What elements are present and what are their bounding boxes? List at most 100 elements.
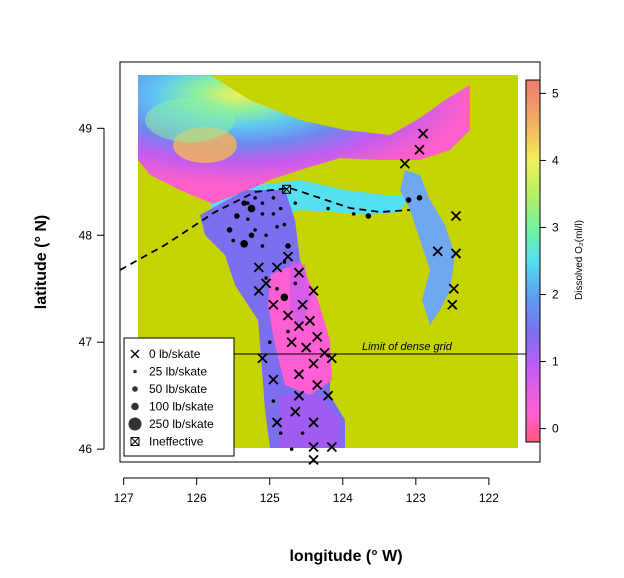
zero-catch-marker	[257, 353, 268, 364]
catch-dot-marker	[271, 196, 276, 200]
catch-dot-marker	[278, 206, 283, 211]
catch-dot-marker	[365, 213, 372, 219]
x-axis: 127 126 125 124 123 122	[114, 477, 499, 505]
catch-dot-marker	[226, 227, 233, 233]
catch-dot-marker	[289, 447, 294, 451]
catch-dot-marker	[248, 232, 255, 239]
zero-catch-marker	[308, 358, 319, 369]
legend-box	[123, 337, 235, 457]
colorbar-tick-label: 4	[552, 153, 559, 167]
zero-catch-marker	[282, 310, 294, 321]
zero-catch-marker	[282, 251, 294, 262]
zero-catch-marker	[271, 262, 283, 273]
low-oxygen-zone	[280, 395, 340, 448]
catch-dot-marker	[264, 233, 268, 238]
catch-dot-marker	[267, 340, 272, 345]
colorbar-tick-label: 5	[552, 86, 559, 100]
y-tick-label: 46	[79, 442, 93, 456]
colorbar-tick-label: 0	[552, 422, 559, 436]
legend-label: 0 lb/skate	[149, 347, 201, 361]
catch-dot-marker	[246, 217, 250, 222]
catch-dot-marker	[260, 212, 265, 216]
zero-catch-marker	[432, 246, 443, 257]
dense-grid-limit-label: Limit of dense grid	[362, 341, 453, 353]
zero-catch-marker	[414, 144, 425, 155]
catch-dot-marker	[247, 204, 256, 213]
catch-dot-marker	[293, 281, 298, 286]
legend-symbol	[130, 349, 140, 359]
legend-symbol	[128, 417, 142, 431]
catch-dot-marker	[286, 329, 290, 334]
colorbar-label: Dissolved O₂(ml/l)	[574, 220, 585, 300]
x-tick-label: 123	[406, 491, 426, 505]
catch-dot-marker	[234, 213, 240, 219]
catch-dot-marker	[246, 201, 250, 205]
zero-catch-marker	[417, 128, 429, 139]
zero-catch-marker	[312, 379, 323, 391]
catch-dot-marker	[416, 195, 423, 201]
zero-catch-marker	[293, 267, 305, 278]
x-tick-label: 127	[114, 491, 134, 505]
y-tick-label: 48	[79, 228, 93, 242]
catch-dot-marker	[326, 206, 330, 211]
legend-symbol	[133, 369, 137, 374]
zero-catch-marker	[319, 347, 330, 359]
catch-dot-marker	[241, 200, 247, 206]
catch-dot-marker	[240, 240, 248, 248]
x-tick-label: 126	[187, 491, 207, 505]
zero-catch-marker	[268, 374, 279, 385]
catch-dot-marker	[253, 196, 257, 200]
zero-catch-marker	[304, 315, 316, 326]
zero-catch-marker	[293, 369, 305, 380]
zero-catch-marker	[448, 283, 459, 294]
colorbar-gradient	[525, 79, 541, 443]
zero-catch-marker	[399, 158, 411, 169]
catch-dot-marker	[280, 293, 289, 302]
catch-dot-marker	[300, 431, 305, 435]
zero-catch-marker	[312, 331, 323, 343]
legend-label: 25 lb/skate	[149, 365, 207, 379]
x-axis-title: longitude (° W)	[289, 548, 402, 565]
zero-catch-marker	[308, 454, 319, 465]
oxygen-mid-zone	[145, 98, 235, 142]
zero-catch-marker	[268, 299, 279, 310]
ineffective-marker	[282, 184, 292, 194]
y-tick-label: 49	[79, 121, 93, 135]
zero-catch-marker	[326, 441, 337, 453]
catch-dot-marker	[285, 243, 291, 249]
catch-dot-marker	[278, 431, 283, 435]
legend-label: 100 lb/skate	[149, 400, 214, 414]
x-tick-label: 122	[479, 491, 499, 505]
zero-catch-marker	[308, 441, 319, 453]
catch-dot-marker	[275, 286, 279, 291]
zero-catch-marker	[286, 337, 297, 348]
colorbar: 0 1 2 3 4 5 Dissolved O₂(ml/l)	[525, 79, 585, 443]
x-tick-label: 125	[260, 491, 280, 505]
catch-dot-marker	[351, 212, 356, 216]
catch-dot-marker	[253, 228, 257, 232]
catch-dot-marker	[282, 222, 287, 227]
legend-symbol	[132, 386, 138, 392]
catch-dot-marker	[260, 201, 265, 205]
y-axis-title: latitude (° N)	[33, 215, 50, 309]
zero-catch-marker	[253, 285, 264, 297]
catch-dot-marker	[260, 244, 265, 248]
catch-markers	[226, 128, 462, 465]
catch-dot-marker	[293, 201, 298, 205]
catch-dot-marker	[282, 260, 287, 264]
zero-catch-marker	[326, 353, 337, 364]
zero-catch-marker	[271, 417, 283, 428]
puget-sound	[400, 170, 455, 325]
catch-dot-marker	[271, 212, 276, 216]
zero-catch-marker	[253, 262, 264, 273]
catch-dot-marker	[264, 276, 268, 280]
zero-catch-marker	[447, 299, 458, 310]
legend-label: 50 lb/skate	[149, 382, 207, 396]
colorbar-tick-label: 2	[552, 288, 559, 302]
zero-catch-marker	[450, 248, 462, 259]
zero-catch-marker	[301, 342, 312, 353]
legend-symbol	[131, 402, 139, 411]
y-axis: 46 47 48 49	[79, 121, 105, 456]
legend-symbol	[130, 437, 140, 446]
